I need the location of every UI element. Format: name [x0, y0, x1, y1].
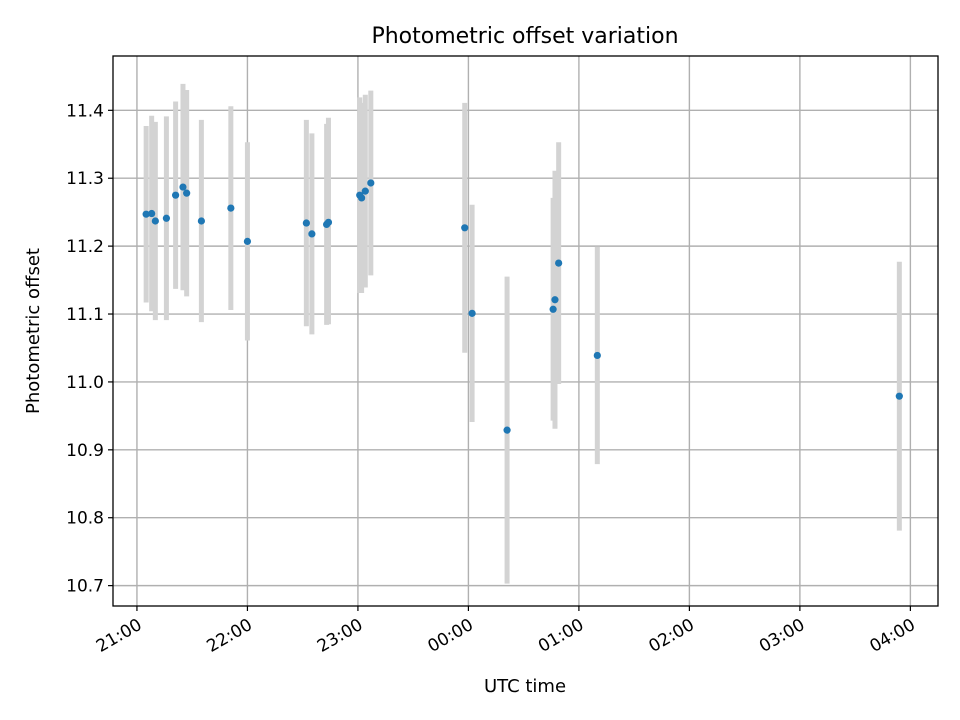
y-tick-label: 10.9 [66, 441, 104, 461]
data-point [243, 237, 252, 245]
data-point [549, 305, 557, 313]
plot-area [113, 56, 938, 606]
chart-title: Photometric offset variation [371, 24, 678, 49]
data-point [183, 189, 191, 197]
data-point [148, 209, 156, 218]
data-point [172, 191, 180, 199]
y-tick-label: 11.2 [66, 237, 104, 257]
y-axis-label: Photometric offset [23, 248, 44, 414]
x-axis-label: UTC time [484, 676, 566, 697]
data-point [227, 204, 235, 212]
data-point [503, 426, 511, 434]
data-point [197, 217, 205, 225]
data-point [162, 214, 171, 222]
data-point [367, 179, 375, 187]
data-point [461, 224, 469, 232]
data-point [358, 194, 366, 202]
y-tick-label: 11.4 [66, 101, 104, 121]
data-point [593, 351, 601, 360]
data-points [142, 179, 903, 434]
data-point [151, 217, 159, 225]
data-point [361, 187, 369, 195]
data-point [551, 296, 559, 304]
data-point [468, 309, 476, 317]
data-point [895, 392, 903, 400]
y-tick-label: 10.8 [66, 509, 104, 529]
y-tick-label: 11.0 [66, 373, 104, 393]
y-tick-label: 10.7 [66, 577, 104, 597]
data-point [179, 183, 187, 191]
y-axis-ticks: 10.7 10.8 10.9 11.0 11.1 11.2 11.3 11.4 [66, 101, 113, 597]
data-point [302, 219, 310, 227]
y-tick-label: 11.3 [66, 169, 104, 189]
data-point [324, 218, 333, 226]
data-point [555, 259, 563, 267]
data-point [308, 230, 316, 238]
plot-frame [112, 55, 939, 607]
data-point [142, 210, 150, 218]
y-tick-label: 11.1 [66, 305, 104, 325]
